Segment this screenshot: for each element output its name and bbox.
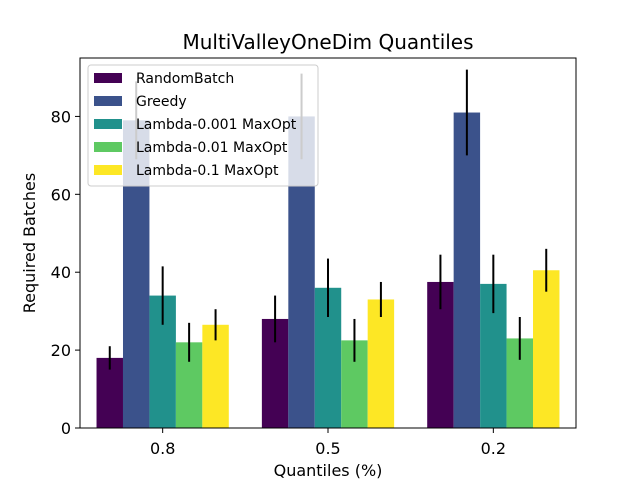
y-tick-label: 60 <box>51 185 71 204</box>
legend-label: Greedy <box>136 94 187 110</box>
x-tick-label: 0.8 <box>150 439 175 458</box>
bar-lambda-0-1-maxopt-0.8 <box>202 324 229 428</box>
legend-swatch <box>94 73 122 83</box>
bar-greedy-0.2 <box>453 112 481 428</box>
y-axis: 0 20 40 60 80 <box>51 107 80 438</box>
legend-swatch <box>94 165 122 175</box>
legend-swatch <box>94 142 122 152</box>
legend-label: Lambda-0.001 MaxOpt <box>136 117 297 133</box>
y-tick-label: 20 <box>51 341 71 360</box>
legend-frame <box>87 64 319 187</box>
chart-title: MultiValleyOneDim Quantiles <box>182 30 473 54</box>
legend-label: Lambda-0.01 MaxOpt <box>136 140 288 156</box>
x-tick-label: 0.5 <box>315 439 340 458</box>
legend-swatch <box>94 96 122 106</box>
legend-label: RandomBatch <box>136 71 234 87</box>
y-axis-label: Required Batches <box>20 173 39 313</box>
y-tick-label: 80 <box>51 107 71 126</box>
legend: RandomBatch Greedy Lambda-0.001 MaxOpt Lamb… <box>87 64 319 187</box>
x-axis: 0.8 0.5 0.2 <box>150 428 506 458</box>
x-axis-label: Quantiles (%) <box>274 461 383 480</box>
bar-lambda-0-1-maxopt-0.5 <box>367 299 395 428</box>
y-tick-label: 0 <box>61 419 71 438</box>
bar-lambda-0-1-maxopt-0.2 <box>533 270 560 428</box>
legend-swatch <box>94 119 122 129</box>
y-tick-label: 40 <box>51 263 71 282</box>
x-tick-label: 0.2 <box>481 439 506 458</box>
legend-label: Lambda-0.1 MaxOpt <box>136 163 279 179</box>
